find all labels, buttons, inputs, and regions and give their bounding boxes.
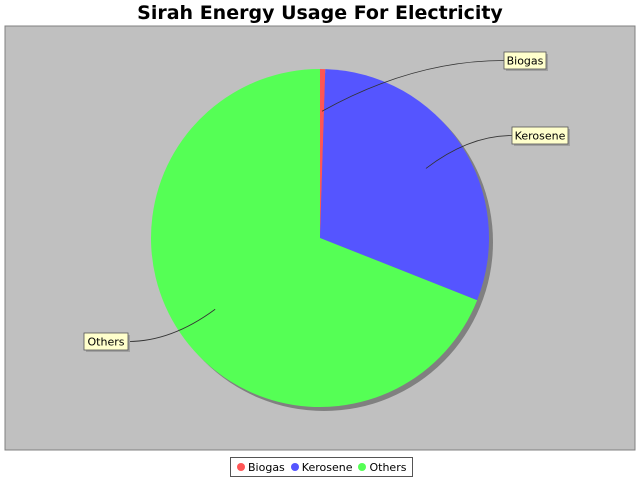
legend-item-biogas: Biogas bbox=[237, 461, 285, 474]
slice-label-kerosene: Kerosene bbox=[511, 126, 570, 146]
legend-item-others: Others bbox=[358, 461, 406, 474]
leader-line-biogas bbox=[321, 60, 505, 112]
legend-item-kerosene: Kerosene bbox=[290, 460, 353, 474]
slice-label-others: Others bbox=[83, 332, 130, 352]
leader-line-others bbox=[127, 308, 216, 342]
slice-label-biogas: Biogas bbox=[503, 51, 548, 71]
legend: Biogas Kerosene Others bbox=[230, 457, 414, 477]
pie-slice-kerosene bbox=[320, 69, 490, 301]
chart-title: Sirah Energy Usage For Electricity bbox=[137, 2, 503, 24]
leader-lines bbox=[127, 60, 513, 342]
legend-label-kerosene: Kerosene bbox=[301, 460, 353, 474]
legend-label-others: Others bbox=[369, 460, 407, 474]
legend-swatch-biogas bbox=[237, 463, 245, 471]
svg-text:Kerosene: Kerosene bbox=[515, 130, 566, 143]
legend-swatch-others bbox=[358, 463, 367, 471]
svg-text:Biogas: Biogas bbox=[507, 55, 544, 68]
pie-slice-others bbox=[151, 69, 478, 408]
pie-slice-biogas bbox=[320, 69, 326, 238]
legend-swatch-kerosene bbox=[290, 463, 299, 471]
leader-line-kerosene bbox=[425, 135, 513, 169]
svg-text:Others: Others bbox=[88, 336, 125, 349]
legend-label-biogas: Biogas bbox=[248, 460, 285, 474]
pie-slices bbox=[151, 69, 490, 408]
slice-labels: Biogas Kerosene Others bbox=[83, 51, 570, 352]
